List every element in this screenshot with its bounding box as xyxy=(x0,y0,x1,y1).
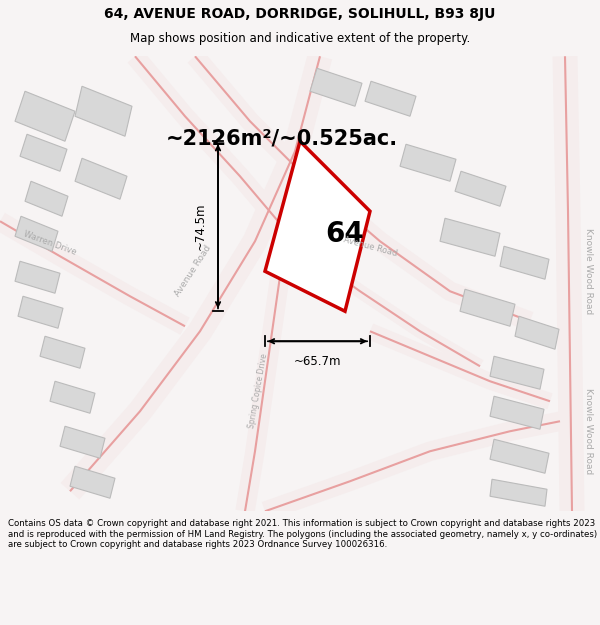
Polygon shape xyxy=(15,216,58,251)
Polygon shape xyxy=(490,439,549,473)
Polygon shape xyxy=(15,91,75,141)
Polygon shape xyxy=(265,141,370,311)
Polygon shape xyxy=(490,356,544,389)
Text: Knowle Wood Road: Knowle Wood Road xyxy=(583,388,593,474)
Text: Contains OS data © Crown copyright and database right 2021. This information is : Contains OS data © Crown copyright and d… xyxy=(8,519,597,549)
Polygon shape xyxy=(75,158,127,199)
Polygon shape xyxy=(18,296,63,328)
Polygon shape xyxy=(25,181,68,216)
Text: Warren Drive: Warren Drive xyxy=(22,229,77,257)
Polygon shape xyxy=(70,466,115,498)
Polygon shape xyxy=(75,86,132,136)
Polygon shape xyxy=(20,134,67,171)
Polygon shape xyxy=(365,81,416,116)
Polygon shape xyxy=(50,381,95,413)
Polygon shape xyxy=(60,426,105,458)
Polygon shape xyxy=(490,396,544,429)
Text: ~65.7m: ~65.7m xyxy=(294,355,341,367)
Polygon shape xyxy=(455,171,506,206)
Polygon shape xyxy=(310,68,362,106)
Polygon shape xyxy=(500,246,549,279)
Polygon shape xyxy=(460,289,515,326)
Text: 64: 64 xyxy=(326,220,364,248)
Text: Spring Copice Drive: Spring Copice Drive xyxy=(247,353,269,429)
Text: Avenue Road: Avenue Road xyxy=(173,244,213,299)
Text: ~2126m²/~0.525ac.: ~2126m²/~0.525ac. xyxy=(166,128,398,148)
Polygon shape xyxy=(400,144,456,181)
Text: 64, AVENUE ROAD, DORRIDGE, SOLIHULL, B93 8JU: 64, AVENUE ROAD, DORRIDGE, SOLIHULL, B93… xyxy=(104,7,496,21)
Polygon shape xyxy=(440,218,500,256)
Text: Knowle Wood Road: Knowle Wood Road xyxy=(583,228,593,314)
Polygon shape xyxy=(515,316,559,349)
Polygon shape xyxy=(15,261,60,293)
Text: Avenue Road: Avenue Road xyxy=(342,235,398,258)
Text: Map shows position and indicative extent of the property.: Map shows position and indicative extent… xyxy=(130,32,470,44)
Polygon shape xyxy=(40,336,85,368)
Polygon shape xyxy=(490,479,547,506)
Text: ~74.5m: ~74.5m xyxy=(193,202,206,250)
